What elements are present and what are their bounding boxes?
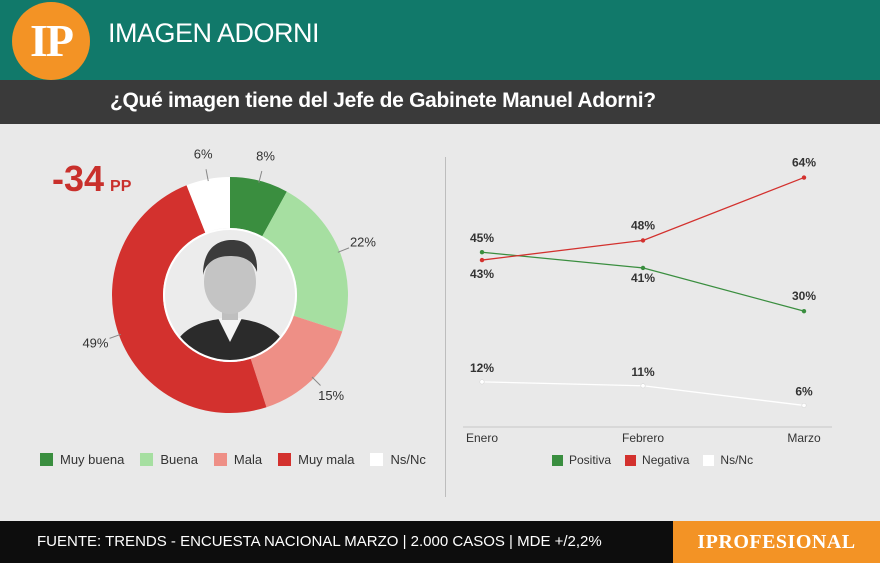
portrait-photo	[165, 230, 295, 360]
data-point-negativa	[479, 257, 485, 263]
data-point-positiva	[640, 265, 646, 271]
donut-slice-muy-mala	[112, 185, 267, 413]
legend-swatch	[552, 454, 563, 466]
data-label-negativa: 43%	[470, 267, 494, 281]
legend-item-negativa: Negativa	[625, 453, 689, 467]
donut-label-muy-buena: 8%	[256, 148, 275, 163]
data-point-positiva	[479, 250, 485, 255]
difference-unit: PP	[110, 178, 132, 195]
data-point-nsnc	[479, 379, 485, 385]
difference-indicator: -34 PP	[52, 158, 131, 200]
header-bar: IP IMAGEN ADORNI	[0, 0, 880, 80]
legend-swatch	[703, 454, 715, 466]
page-title: IMAGEN ADORNI	[108, 18, 320, 48]
data-point-negativa	[801, 175, 807, 180]
label-leader-line	[337, 247, 350, 253]
legend-swatch	[625, 454, 637, 466]
panel-divider	[445, 157, 446, 497]
legend-label: Positiva	[569, 453, 612, 467]
legend-label: Muy buena	[60, 452, 125, 467]
legend-item-nsnc: Ns/Nc	[370, 452, 426, 467]
legend-item-positiva: Positiva	[552, 453, 611, 467]
donut-slice-muy-buena	[230, 177, 287, 237]
legend-label: Ns/Nc	[390, 452, 426, 467]
donut-chart: 8% 22% 15% 49% 6%	[82, 147, 376, 413]
data-point-nsnc	[640, 383, 646, 389]
label-leader-line	[205, 169, 209, 182]
donut-label-nsnc: 6%	[194, 147, 213, 162]
donut-slice-nsnc	[186, 177, 230, 233]
data-point-positiva	[801, 308, 807, 314]
data-label-negativa: 48%	[631, 218, 655, 232]
data-point-negativa	[640, 238, 646, 243]
data-point-nsnc	[801, 402, 807, 408]
question-bar: ¿Qué imagen tiene del Jefe de Gabinete M…	[0, 80, 880, 124]
legend-swatch	[140, 453, 154, 466]
label-leader-line	[109, 333, 122, 339]
x-tick-label: Enero	[466, 431, 498, 445]
footer-bar: FUENTE: TRENDS - ENCUESTA NACIONAL MARZO…	[0, 521, 880, 563]
legend-item-buena: Buena	[140, 452, 198, 467]
source-note: FUENTE: TRENDS - ENCUESTA NACIONAL MARZO…	[37, 533, 602, 550]
data-label-positiva: 41%	[631, 271, 655, 285]
donut-label-muy-mala: 49%	[82, 335, 108, 350]
legend-item-mala: Mala	[213, 452, 263, 467]
donut-legend: Muy buena Buena Mala Muy mala Ns/Nc	[40, 452, 442, 467]
legend-label: Mala	[233, 452, 263, 467]
legend-swatch	[278, 453, 292, 466]
line-legend: Positiva Negativa Ns/Nc	[552, 453, 767, 467]
legend-swatch	[213, 453, 227, 466]
legend-item-muy-buena: Muy buena	[40, 452, 124, 467]
label-leader-line	[258, 170, 263, 183]
label-leader-line	[311, 376, 321, 386]
donut-slice-buena	[262, 191, 349, 332]
donut-label-buena: 22%	[350, 234, 376, 249]
x-tick-label: Marzo	[787, 431, 821, 445]
legend-swatch	[40, 453, 53, 466]
legend-label: Negativa	[642, 453, 690, 467]
data-label-nsnc: 6%	[795, 384, 813, 398]
legend-label: Muy mala	[298, 452, 355, 467]
data-label-nsnc: 12%	[470, 361, 494, 375]
legend-swatch	[370, 453, 384, 466]
legend-item-nsnc-line: Ns/Nc	[703, 453, 753, 467]
survey-question: ¿Qué imagen tiene del Jefe de Gabinete M…	[110, 89, 656, 112]
data-label-positiva: 45%	[470, 231, 494, 245]
difference-value: -34	[52, 158, 105, 199]
brand-logo: IPROFESIONAL	[673, 521, 880, 563]
ip-logo: IP	[12, 2, 90, 80]
donut-label-mala: 15%	[318, 388, 344, 403]
x-tick-label: Febrero	[622, 431, 664, 445]
donut-slice-mala	[250, 315, 343, 408]
legend-item-muy-mala: Muy mala	[278, 452, 354, 467]
legend-label: Buena	[160, 452, 198, 467]
legend-label: Ns/Nc	[720, 453, 754, 467]
line-chart: 45% 41% 30% 43% 48% 64% 12% 11% 6% Enero Febrero M…	[463, 156, 832, 445]
data-label-nsnc: 11%	[631, 365, 655, 379]
data-label-negativa: 64%	[792, 156, 816, 170]
data-label-positiva: 30%	[792, 289, 816, 303]
